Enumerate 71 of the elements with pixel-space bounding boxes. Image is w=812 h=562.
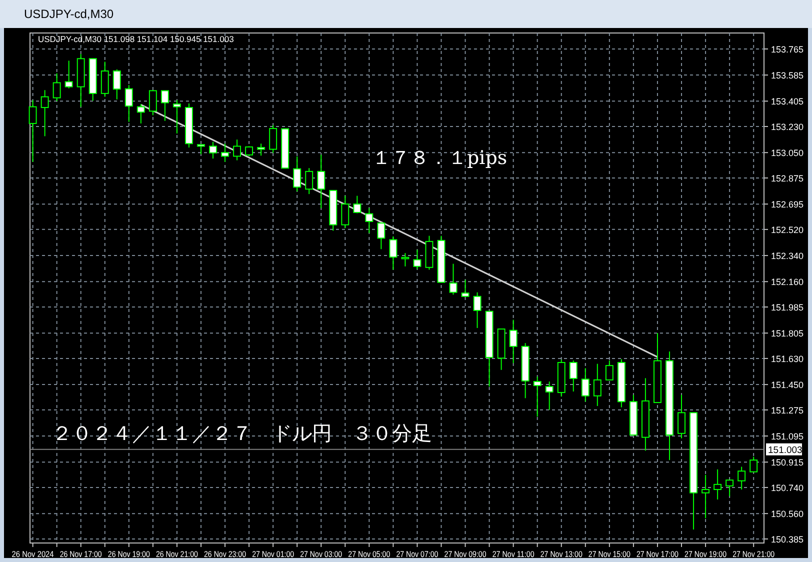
- x-tick-label: 26 Nov 2024: [12, 549, 60, 559]
- candlestick: [473, 292, 482, 329]
- candlestick: [221, 143, 229, 162]
- candlestick: [197, 144, 205, 155]
- y-tick-label: 152.340: [771, 251, 804, 262]
- y-tick-label: 151.985: [771, 302, 804, 312]
- candlestick: [413, 249, 422, 270]
- y-tick-label: 151.275: [771, 405, 804, 416]
- candlestick: [702, 474, 710, 519]
- candlestick: [160, 90, 169, 122]
- y-tick-label: 151.805: [771, 328, 804, 339]
- candlestick: [317, 154, 326, 209]
- candlestick: [678, 394, 686, 439]
- candlestick: [148, 90, 157, 116]
- candlestick: [738, 466, 746, 490]
- y-tick-label: 152.520: [771, 224, 804, 235]
- y-tick-label: 150.740: [771, 482, 804, 493]
- candlestick: [605, 360, 614, 380]
- candlestick: [593, 363, 602, 407]
- annotation: ２０２４／１１／２７ ドル円 ３０分足: [52, 421, 432, 445]
- candlestick: [136, 104, 145, 124]
- candlestick: [461, 279, 470, 298]
- annotation: USDJPY-cd,M30 151.098 151.104 150.945 151.003: [38, 34, 234, 44]
- y-tick-label: 152.695: [771, 200, 804, 210]
- candlestick: [305, 168, 314, 195]
- candlestick: [124, 84, 133, 122]
- candlestick: [569, 360, 578, 392]
- candlestick: [581, 368, 590, 402]
- y-tick-label: 151.095: [771, 432, 804, 442]
- y-tick-label: 152.160: [771, 277, 804, 288]
- y-tick-label: 150.385: [771, 534, 804, 544]
- y-tick-label: 153.050: [771, 148, 804, 158]
- y-tick-label: 152.875: [771, 173, 804, 184]
- candlestick: [209, 141, 217, 160]
- candlestick: [269, 124, 278, 154]
- y-tick-label: 151.450: [771, 380, 804, 390]
- y-tick-label: 153.405: [771, 96, 804, 107]
- candlestick: [233, 139, 242, 161]
- candlestick: [64, 60, 73, 89]
- candlestick: [726, 480, 734, 497]
- annotation: １７８．１pips: [372, 147, 508, 169]
- x-tick-label: 27 Nov 21:00: [732, 549, 784, 559]
- candlestick: [714, 468, 722, 500]
- candlestick: [533, 376, 542, 418]
- candlestick: [172, 100, 181, 134]
- ref-line-label: 151.003: [768, 444, 802, 456]
- candlestick: [245, 146, 254, 157]
- candlestick: [545, 381, 554, 410]
- chart-title: USDJPY-cd,M30: [24, 7, 114, 21]
- candlestick: [100, 61, 109, 98]
- candlestick: [353, 195, 362, 214]
- candlestick: [40, 90, 49, 137]
- y-tick-label: 150.915: [771, 458, 804, 468]
- candlestick: [112, 68, 121, 100]
- candlestick: [341, 195, 350, 229]
- candlestick: [449, 263, 458, 296]
- candlestick: [365, 208, 374, 234]
- y-tick-label: 153.765: [771, 44, 804, 54]
- candlestick: [52, 72, 61, 102]
- candlestick: [509, 319, 518, 364]
- y-tick-label: 153.230: [771, 122, 804, 132]
- candlestick: [293, 156, 302, 192]
- candlestick: [401, 252, 410, 267]
- y-tick-label: 153.585: [771, 70, 804, 81]
- y-tick-label: 151.630: [771, 354, 804, 364]
- candlestick: [28, 100, 37, 162]
- y-tick-label: 150.560: [771, 509, 804, 520]
- candlestick: [377, 222, 386, 250]
- candlestick: [750, 456, 758, 472]
- candlestick: [257, 143, 266, 156]
- candlestick: [389, 236, 398, 270]
